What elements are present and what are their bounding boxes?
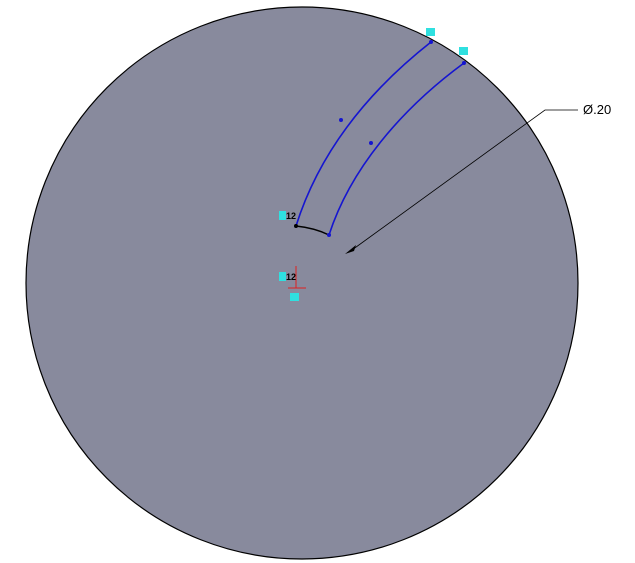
- dimension-label[interactable]: Ø.20: [583, 102, 611, 117]
- outer-arc[interactable]: [295, 41, 432, 227]
- relation-label: 12: [286, 272, 296, 282]
- relation-icon[interactable]: [459, 47, 468, 55]
- midpoint: [369, 141, 373, 145]
- relation-icon[interactable]: [279, 272, 286, 281]
- relation-icon[interactable]: [279, 211, 286, 220]
- end-arc[interactable]: [295, 225, 330, 236]
- relation-icon[interactable]: [290, 293, 299, 301]
- endpoint: [462, 61, 466, 65]
- endpoint: [429, 40, 433, 44]
- base-circle[interactable]: [25, 6, 579, 560]
- inner-arc[interactable]: [328, 62, 465, 236]
- midpoint: [339, 118, 343, 122]
- endpoint: [294, 224, 298, 228]
- relation-icon[interactable]: [426, 28, 435, 36]
- leader-line: [351, 109, 578, 251]
- endpoint: [327, 233, 331, 237]
- leader-arrow: [345, 245, 356, 254]
- relation-label: 12: [286, 211, 296, 221]
